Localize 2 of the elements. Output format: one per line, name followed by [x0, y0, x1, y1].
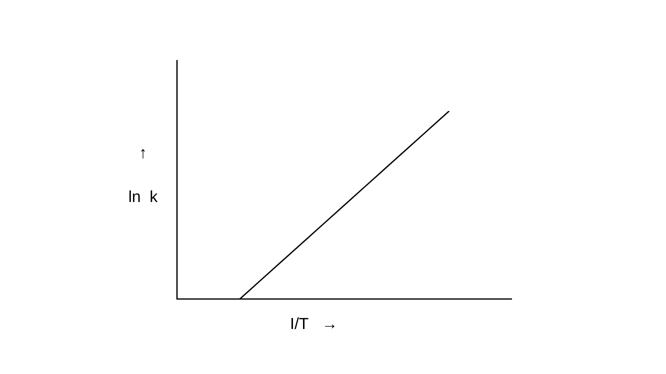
text: ↑ ln k	[128, 145, 158, 206]
x-axis-title: I/T →	[290, 316, 338, 334]
